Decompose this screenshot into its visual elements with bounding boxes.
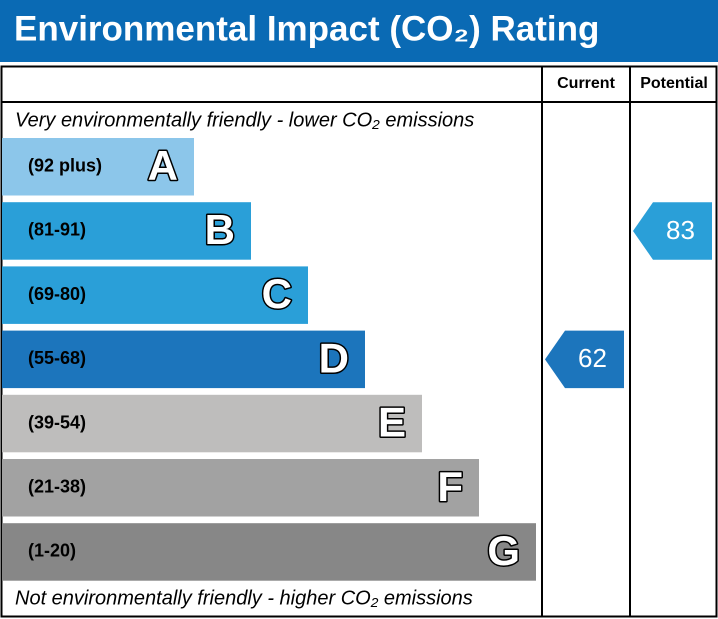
- band-letter: C: [262, 270, 292, 317]
- title: Environmental Impact (CO₂) Rating: [14, 9, 599, 48]
- band-bar: [2, 266, 308, 324]
- potential-arrow: [633, 202, 712, 260]
- band-letter: E: [378, 399, 406, 446]
- current-arrow: [545, 330, 624, 389]
- band-bar: [2, 330, 365, 389]
- band-bar: [2, 394, 422, 453]
- band-range: (92 plus): [28, 156, 102, 176]
- potential-header: Potential: [640, 75, 708, 92]
- band-bar: [2, 459, 479, 517]
- band-letter: A: [148, 142, 178, 189]
- band-letter: G: [487, 527, 520, 574]
- frame: [0, 65, 718, 618]
- band-range: (21-38): [28, 477, 86, 497]
- band-letter: D: [319, 334, 349, 381]
- potential-value: 83: [666, 215, 695, 245]
- title-bar: [0, 0, 718, 62]
- band-bar: [2, 523, 536, 581]
- band-letter: B: [205, 206, 235, 253]
- band-letter: F: [437, 463, 463, 510]
- bottom-note: Not environmentally friendly - higher CO…: [15, 587, 473, 609]
- band-range: (69-80): [28, 284, 86, 304]
- band-range: (1-20): [28, 541, 76, 561]
- band-bar: [2, 202, 251, 260]
- top-note: Very environmentally friendly - lower CO…: [15, 109, 474, 131]
- band-range: (81-91): [28, 220, 86, 240]
- band-range: (55-68): [28, 348, 86, 368]
- band-range: (39-54): [28, 412, 86, 432]
- current-header: Current: [557, 75, 615, 92]
- band-bar: [2, 138, 194, 196]
- current-value: 62: [578, 343, 607, 373]
